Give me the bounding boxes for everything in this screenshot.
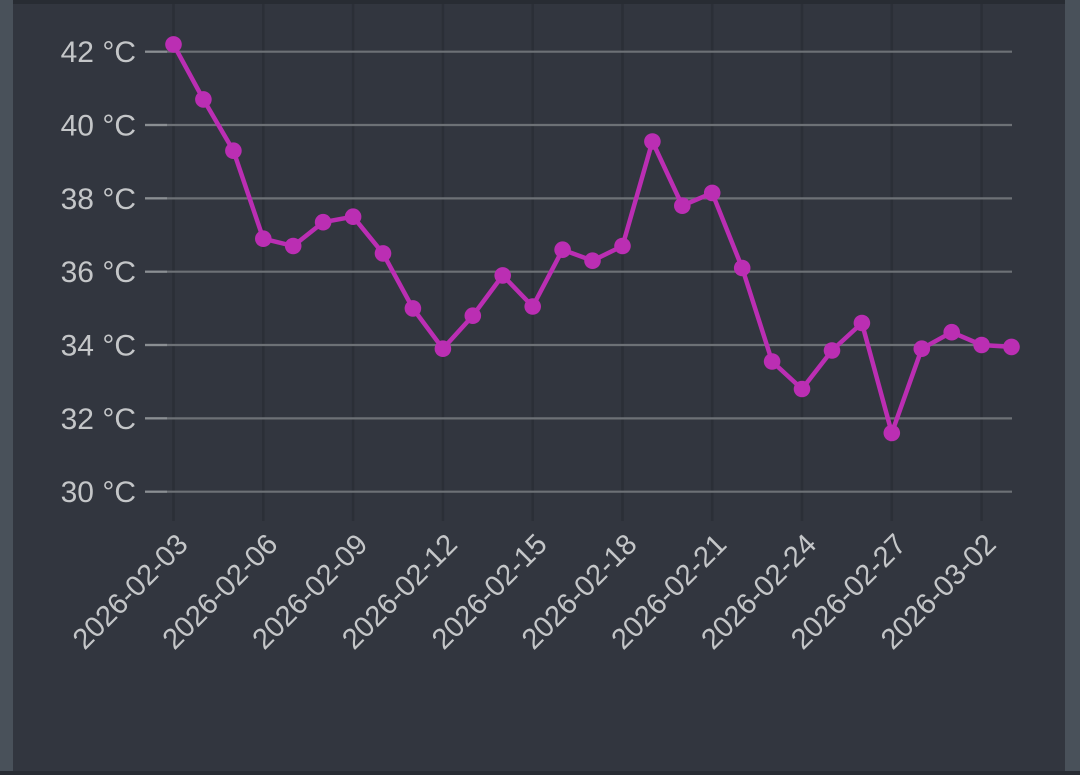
y-tick-label: 38 °C xyxy=(61,183,136,216)
data-point-marker[interactable] xyxy=(823,342,841,359)
data-point-marker[interactable] xyxy=(703,184,721,202)
data-point-marker[interactable] xyxy=(434,340,452,358)
data-point-marker[interactable] xyxy=(763,353,781,370)
data-point-marker[interactable] xyxy=(614,237,631,255)
data-point-marker[interactable] xyxy=(883,424,901,442)
y-tick-label: 36 °C xyxy=(61,256,136,289)
data-point-marker[interactable] xyxy=(254,230,272,247)
y-tick-label: 32 °C xyxy=(61,403,136,436)
data-point-marker[interactable] xyxy=(165,36,182,53)
y-tick-label: 34 °C xyxy=(61,330,136,363)
data-point-marker[interactable] xyxy=(1003,338,1020,356)
bottom-border-line xyxy=(0,771,1080,775)
data-point-marker[interactable] xyxy=(344,208,362,225)
data-point-marker[interactable] xyxy=(943,323,960,341)
data-point-marker[interactable] xyxy=(464,307,482,325)
data-point-marker[interactable] xyxy=(374,245,392,262)
top-border-line xyxy=(13,0,1065,4)
y-tick-label: 42 °C xyxy=(61,36,136,69)
data-point-marker[interactable] xyxy=(404,300,422,317)
data-point-marker[interactable] xyxy=(314,213,332,231)
data-point-marker[interactable] xyxy=(853,314,871,332)
y-tick-label: 40 °C xyxy=(61,110,136,143)
data-point-marker[interactable] xyxy=(494,267,512,284)
data-point-marker[interactable] xyxy=(973,336,990,354)
data-point-marker[interactable] xyxy=(644,133,661,150)
data-point-marker[interactable] xyxy=(225,142,242,159)
temperature-line xyxy=(171,42,1014,436)
y-tick-label: 30 °C xyxy=(61,476,136,509)
data-point-marker[interactable] xyxy=(284,237,302,255)
data-point-marker[interactable] xyxy=(913,340,931,358)
data-point-marker[interactable] xyxy=(733,259,751,277)
data-point-marker[interactable] xyxy=(674,197,691,214)
data-point-marker[interactable] xyxy=(793,380,811,398)
data-point-marker[interactable] xyxy=(584,252,601,269)
data-point-marker[interactable] xyxy=(524,298,541,315)
data-point-marker[interactable] xyxy=(554,241,571,258)
left-edge-strip xyxy=(0,0,13,775)
data-point-marker[interactable] xyxy=(195,91,212,108)
right-edge-strip xyxy=(1065,0,1080,775)
